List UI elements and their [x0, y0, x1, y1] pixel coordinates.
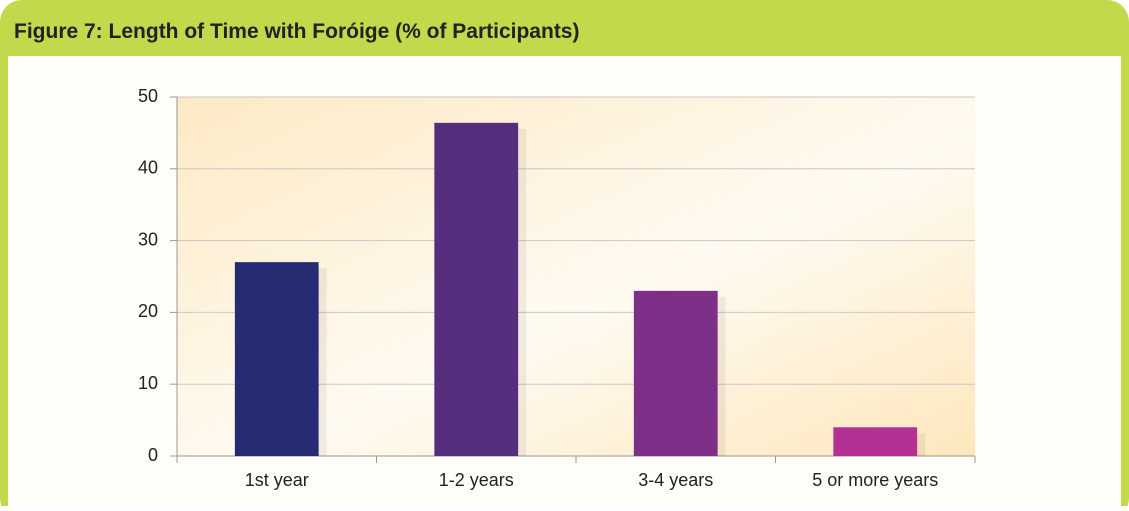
- title-text: Length of Time with Foróige (% of Partic…: [109, 20, 580, 43]
- x-tick-label: 3-4 years: [638, 470, 713, 490]
- y-tick-label: 20: [138, 301, 158, 321]
- figure-label: Figure 7:: [14, 20, 103, 43]
- y-tick-label: 40: [138, 158, 158, 178]
- bar: [833, 427, 918, 456]
- y-tick-label: 0: [148, 445, 158, 465]
- y-tick-label: 50: [138, 86, 158, 106]
- y-tick-label: 10: [138, 373, 158, 393]
- x-tick-label: 5 or more years: [812, 470, 938, 490]
- x-tick-label: 1st year: [245, 470, 309, 490]
- bar: [234, 262, 319, 456]
- x-tick-label: 1-2 years: [439, 470, 514, 490]
- bar: [633, 290, 718, 456]
- bar: [434, 122, 519, 457]
- chart-title: Figure 7: Length of Time with Foróige (%…: [14, 20, 579, 43]
- y-tick-label: 30: [138, 229, 158, 249]
